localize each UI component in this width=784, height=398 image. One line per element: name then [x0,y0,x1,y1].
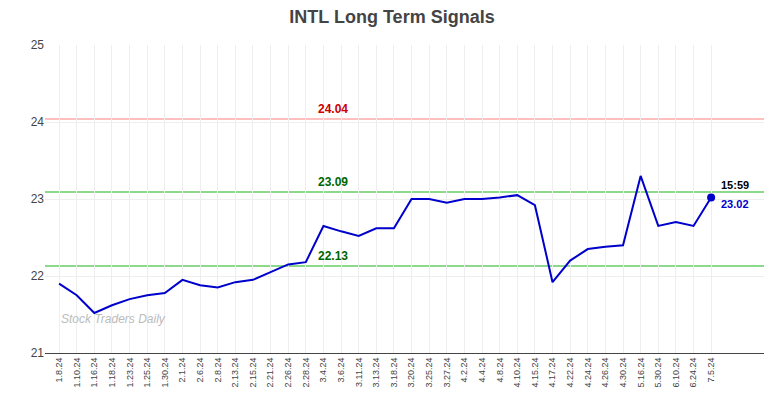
svg-text:15:59: 15:59 [721,179,749,191]
svg-text:21: 21 [31,346,45,360]
svg-text:2.13.24: 2.13.24 [230,358,240,388]
svg-text:24.04: 24.04 [318,102,348,116]
svg-text:4.26.24: 4.26.24 [600,358,610,388]
svg-text:Stock Traders Daily: Stock Traders Daily [61,312,166,326]
svg-text:3.27.24: 3.27.24 [442,358,452,388]
svg-text:1.30.24: 1.30.24 [160,358,170,388]
svg-text:23.09: 23.09 [318,175,348,189]
svg-text:3.25.24: 3.25.24 [424,358,434,388]
svg-text:2.8.24: 2.8.24 [213,358,223,383]
svg-text:2.21.24: 2.21.24 [265,358,275,388]
svg-text:1.8.24: 1.8.24 [54,358,64,383]
svg-text:4.8.24: 4.8.24 [495,358,505,383]
svg-text:24: 24 [31,115,45,129]
svg-text:23.02: 23.02 [721,198,749,210]
svg-text:4.17.24: 4.17.24 [547,358,557,388]
svg-text:2.26.24: 2.26.24 [283,358,293,388]
svg-text:2.6.24: 2.6.24 [195,358,205,383]
svg-text:2.28.24: 2.28.24 [301,358,311,388]
svg-text:4.10.24: 4.10.24 [512,358,522,388]
svg-text:1.25.24: 1.25.24 [142,358,152,388]
svg-text:22: 22 [31,269,45,283]
svg-text:3.20.24: 3.20.24 [406,358,416,388]
svg-text:2.1.24: 2.1.24 [177,358,187,383]
svg-text:4.15.24: 4.15.24 [530,358,540,388]
svg-text:3.11.24: 3.11.24 [354,358,364,387]
svg-text:6.24.24: 6.24.24 [688,358,698,388]
svg-text:1.18.24: 1.18.24 [107,358,117,388]
svg-text:1.23.24: 1.23.24 [125,358,135,388]
svg-text:25: 25 [31,38,45,52]
svg-text:4.2.24: 4.2.24 [459,358,469,383]
svg-text:5.30.24: 5.30.24 [653,358,663,388]
svg-text:3.18.24: 3.18.24 [389,358,399,388]
svg-text:4.30.24: 4.30.24 [618,358,628,388]
svg-text:4.22.24: 4.22.24 [565,358,575,388]
svg-text:22.13: 22.13 [318,249,348,263]
svg-text:INTL Long Term Signals: INTL Long Term Signals [289,7,494,27]
svg-text:7.5.24: 7.5.24 [706,358,716,383]
svg-text:4.4.24: 4.4.24 [477,358,487,383]
svg-text:3.4.24: 3.4.24 [318,358,328,383]
svg-text:1.10.24: 1.10.24 [72,358,82,388]
svg-text:4.24.24: 4.24.24 [583,358,593,388]
svg-text:1.16.24: 1.16.24 [89,358,99,388]
svg-text:5.16.24: 5.16.24 [636,358,646,388]
svg-text:3.6.24: 3.6.24 [336,358,346,383]
svg-text:23: 23 [31,192,45,206]
svg-text:3.13.24: 3.13.24 [371,358,381,388]
svg-text:2.15.24: 2.15.24 [248,358,258,388]
svg-text:6.10.24: 6.10.24 [671,358,681,388]
